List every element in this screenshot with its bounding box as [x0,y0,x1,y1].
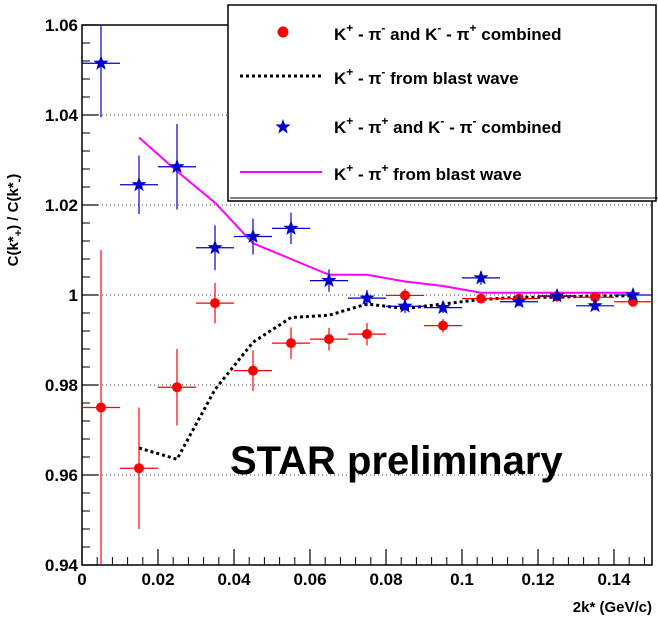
data-point [348,322,386,346]
data-point [348,290,386,307]
marker-star [245,228,261,243]
marker-circle [438,320,448,331]
marker-circle [590,292,600,303]
marker-circle [400,290,410,301]
x-tick-label-0.08: 0.08 [369,570,402,589]
marker-star [625,287,641,302]
y-tick-label-1.02: 1.02 [45,196,78,215]
x-axis-label: 2k* (GeV/c) [573,599,652,616]
data-point [576,292,614,303]
data-point [310,327,348,351]
marker-circle [324,334,334,345]
x-tick-label-0.12: 0.12 [521,570,554,589]
data-point [462,269,500,285]
marker-star [397,298,413,313]
marker-star [587,297,603,313]
data-point [272,327,310,359]
marker-star [207,239,223,255]
data-point [500,293,538,309]
data-point [386,298,424,313]
marker-star [359,290,375,305]
marker-circle [286,338,296,349]
data-point [196,282,234,324]
series-line-1 [138,294,633,462]
marker-circle [172,382,182,393]
data-point [424,299,462,315]
data-point [120,155,158,214]
data-point [272,212,310,245]
marker-star [435,299,451,315]
legend-entry-1: K+ - π- and K- - π+ combined [334,21,562,44]
data-point [310,269,348,292]
y-tick-label-0.94: 0.94 [45,556,79,575]
marker-circle [210,298,220,309]
legend-marker-blue-star [275,119,291,134]
data-point [158,349,196,426]
y-axis-ticks: 0.94 0.96 0.98 1 1.02 1.04 1.06 [45,16,98,575]
x-tick-label-0: 0 [77,570,86,589]
marker-star [549,287,565,303]
data-point [82,25,120,118]
marker-star [169,158,185,174]
marker-star [131,176,147,192]
data-point [196,225,234,271]
y-tick-label-0.96: 0.96 [45,466,78,485]
y-tick-label-1: 1 [69,286,78,305]
data-point [158,124,196,210]
y-axis-label: C(k*+) / C(k*-) [5,174,25,267]
y-tick-label-1.04: 1.04 [45,106,79,125]
data-point [462,293,500,304]
y-tick-label-0.98: 0.98 [45,376,78,395]
legend-entry-4: K+ - π+ from blast wave [334,161,522,184]
legend-entry-3: K+ - π+ and K- - π- combined [334,114,562,137]
marker-star [321,272,337,288]
data-point [424,318,462,333]
data-point [234,350,272,391]
data-point [614,287,652,302]
marker-circle [96,402,106,413]
marker-circle [134,463,144,474]
series-line-3 [138,136,633,294]
legend: K+ - π- and K- - π+ combined K+ - π- fro… [227,4,658,202]
x-tick-label-0.02: 0.02 [141,570,174,589]
x-tick-label-0.04: 0.04 [217,570,251,589]
legend-box [227,4,657,202]
marker-star [93,55,109,70]
legend-entry-2: K+ - π- from blast wave [334,65,519,88]
series-layer [82,25,652,565]
x-axis-ticks: 0 0.02 0.04 0.06 0.08 0.1 0.12 0.14 [77,549,645,589]
legend-marker-red-circle [277,26,289,38]
y-tick-label-1.06: 1.06 [45,16,78,35]
data-point [538,287,576,303]
marker-star [473,269,489,285]
data-point [82,250,120,565]
marker-star [511,293,527,309]
star-preliminary-annotation: STAR preliminary [230,439,563,483]
data-point [234,218,272,255]
x-tick-label-0.1: 0.1 [450,570,474,589]
x-tick-label-0.14: 0.14 [597,570,631,589]
marker-star [283,220,299,235]
marker-circle [248,365,258,376]
x-tick-label-0.06: 0.06 [293,570,326,589]
data-point [120,407,158,529]
data-point [576,297,614,313]
marker-circle [476,293,486,304]
marker-circle [362,329,372,340]
